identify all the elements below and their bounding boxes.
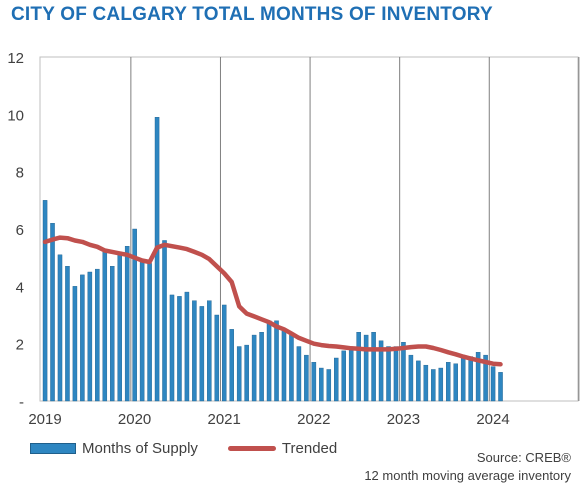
legend-item-months-of-supply: Months of Supply	[30, 440, 198, 457]
supply-bar	[95, 268, 100, 402]
supply-bar	[229, 329, 234, 402]
supply-bar	[117, 251, 122, 402]
chart-axes: - 2 4 6 8 10 12 2019 2020 2021 2022 2023 2024	[7, 50, 509, 428]
x-tick-label: 2021	[208, 411, 241, 428]
supply-bar	[393, 346, 399, 402]
y-tick-label: -	[19, 394, 24, 411]
x-tick-label: 2020	[118, 411, 151, 428]
supply-bar	[311, 362, 317, 402]
supply-bar	[423, 364, 429, 402]
supply-bar	[401, 342, 406, 402]
supply-bar	[475, 352, 481, 402]
supply-bar	[363, 334, 369, 402]
supply-bar	[102, 251, 108, 402]
supply-bar	[378, 340, 384, 402]
supply-bar	[356, 332, 361, 402]
plot-frame	[39, 56, 579, 402]
supply-bar	[304, 354, 309, 402]
legend-item-trended: Trended	[227, 440, 338, 457]
y-tick-label: 4	[16, 279, 24, 296]
legend-bar-swatch	[30, 443, 76, 454]
supply-bar	[259, 332, 264, 402]
supply-bar	[236, 346, 242, 402]
chart-title: CITY OF CALGARY TOTAL MONTHS OF INVENTOR…	[11, 4, 493, 25]
months-of-supply-bars	[42, 116, 503, 402]
supply-bar	[274, 320, 279, 402]
chart-legend: Months of Supply Trended	[30, 440, 367, 457]
supply-bar	[371, 332, 376, 402]
source-text: Source: CREB®	[476, 450, 571, 465]
supply-bar	[72, 286, 78, 402]
supply-bar	[483, 354, 488, 402]
y-tick-label: 12	[7, 50, 24, 67]
supply-bar	[221, 304, 227, 402]
supply-bar	[184, 291, 190, 402]
x-tick-label: 2024	[476, 411, 509, 428]
supply-bar	[87, 271, 93, 402]
supply-bar	[132, 228, 137, 402]
supply-bar	[468, 356, 473, 402]
legend-line-swatch	[227, 446, 276, 451]
supply-bar	[177, 296, 182, 402]
supply-bar	[162, 240, 167, 402]
supply-bar	[154, 116, 160, 402]
supply-bar	[169, 294, 175, 402]
supply-bar	[386, 346, 391, 402]
x-tick-label: 2023	[387, 411, 420, 428]
supply-bar	[192, 300, 197, 402]
supply-bar	[80, 274, 85, 402]
supply-bar	[199, 306, 205, 402]
y-tick-label: 8	[16, 165, 24, 182]
trended-line-layer	[42, 235, 503, 367]
footnote-text: 12 month moving average inventory	[364, 468, 571, 483]
x-tick-label: 2019	[28, 411, 61, 428]
y-tick-label: 6	[16, 222, 24, 239]
supply-bar	[207, 300, 212, 402]
supply-bar	[326, 369, 332, 402]
supply-bar	[147, 263, 152, 402]
supply-bar	[460, 357, 466, 402]
trended-line	[42, 235, 503, 367]
supply-bar	[139, 260, 145, 402]
supply-bar	[281, 329, 287, 402]
supply-bar	[431, 369, 436, 402]
supply-bar	[109, 266, 115, 402]
supply-bar	[348, 347, 354, 402]
legend-label-months-of-supply: Months of Supply	[82, 440, 198, 457]
supply-bar	[124, 245, 130, 402]
supply-bar	[57, 254, 63, 402]
supply-bar	[490, 366, 496, 402]
supply-bar	[50, 223, 55, 402]
supply-bar	[438, 367, 444, 402]
supply-bar	[251, 334, 257, 402]
supply-bar	[498, 372, 503, 402]
supply-bar	[266, 320, 272, 402]
y-tick-label: 2	[16, 337, 24, 354]
y-tick-label: 10	[7, 107, 24, 124]
source-note: Source: CREB® 12 month moving average in…	[364, 449, 571, 485]
x-tick-label: 2022	[297, 411, 330, 428]
supply-bar	[214, 314, 220, 402]
supply-bar	[319, 367, 324, 402]
supply-bar	[289, 334, 294, 402]
supply-bar	[42, 200, 48, 402]
supply-bar	[334, 357, 339, 402]
supply-bar	[446, 362, 451, 402]
supply-bar	[65, 266, 70, 402]
legend-label-trended: Trended	[281, 440, 338, 457]
supply-bar	[244, 344, 249, 402]
supply-bar	[341, 350, 346, 402]
supply-bar	[408, 354, 414, 402]
supply-bar	[296, 346, 302, 402]
supply-bar	[416, 360, 421, 402]
chart-grid	[39, 56, 580, 402]
supply-bar	[453, 363, 458, 402]
